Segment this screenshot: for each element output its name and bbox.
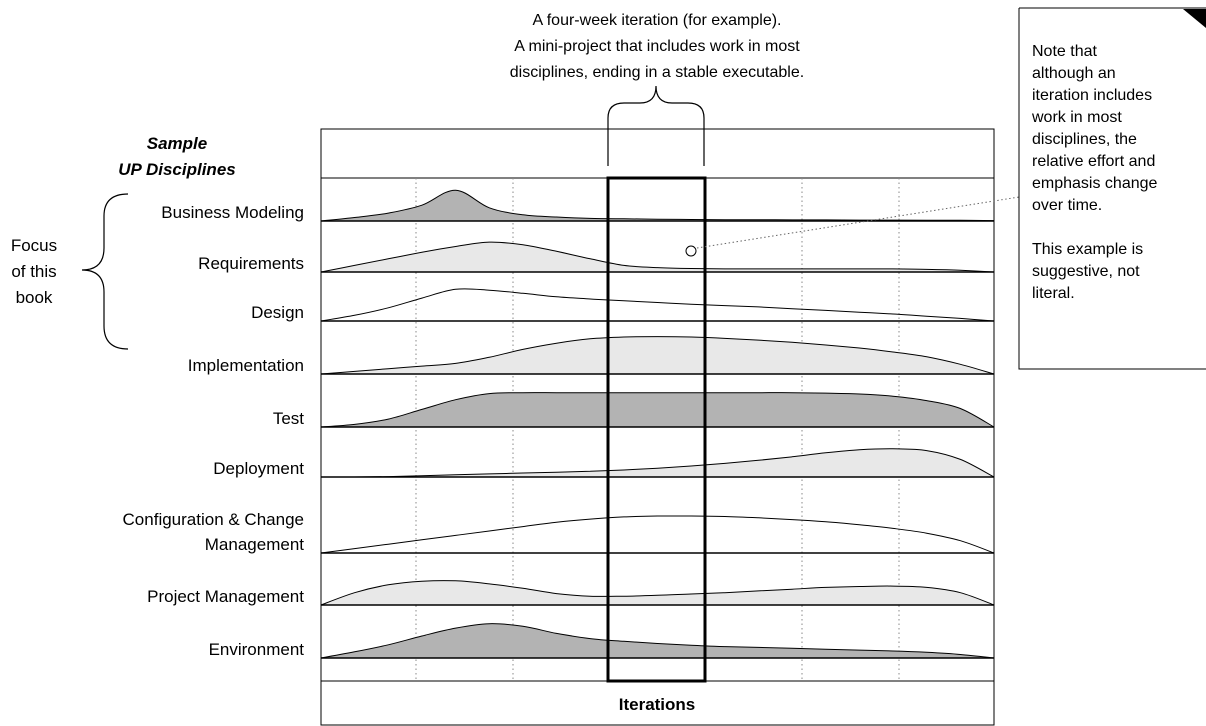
heading-line-2: UP Disciplines [118, 160, 235, 179]
configuration-change-management-effort-curve [320, 515, 995, 554]
requirements-label: Requirements [198, 254, 304, 273]
note-box [1018, 7, 1206, 370]
requirements-effort-curve [320, 241, 995, 273]
iteration-brace [607, 85, 705, 166]
deployment-label: Deployment [213, 459, 304, 478]
design-effort-curve [320, 288, 995, 322]
configuration-change-management-label-line-2: Management [205, 535, 305, 554]
deployment-effort-area [321, 448, 994, 478]
note-line-8: over time. [1032, 197, 1102, 214]
note-line-3: iteration includes [1032, 87, 1152, 104]
note-corner-fold [1183, 9, 1206, 28]
callout-leader [696, 196, 1020, 249]
note-line-12: literal. [1032, 285, 1075, 302]
discipline-rows: Business Modeling Requirements Design Imple… [123, 189, 995, 659]
iteration-caption-line-1: A four-week iteration (for example). [533, 12, 782, 29]
environment-effort-area [321, 623, 994, 658]
test-effort-area [321, 392, 994, 427]
configuration-change-management-label-line-1: Configuration & Change [123, 510, 304, 529]
callout-marker [685, 245, 697, 257]
iteration-caption-line-2: A mini-project that includes work in mos… [514, 38, 800, 55]
note-line-4: work in most [1031, 109, 1122, 126]
business-modeling-effort-curve [320, 189, 995, 222]
note-line-11: suggestive, not [1032, 263, 1140, 280]
business-modeling-label: Business Modeling [161, 203, 304, 222]
implementation-effort-curve [320, 336, 995, 375]
note-line-5: disciplines, the [1032, 131, 1137, 148]
iterations-label: Iterations [619, 695, 696, 714]
deployment-effort-curve [320, 448, 995, 478]
heading-line-1: Sample [147, 134, 207, 153]
note-text: Note that although an iteration includes wo… [1031, 43, 1158, 302]
iteration-caption-line-3: disciplines, ending in a stable executab… [510, 64, 804, 81]
implementation-effort-area [321, 336, 994, 374]
business-modeling-effort-area [321, 190, 994, 221]
design-label: Design [251, 303, 304, 322]
focus-brace [81, 193, 129, 350]
test-effort-curve [320, 392, 995, 428]
focus-label-line-2: of this [11, 262, 56, 281]
note-line-10: This example is [1032, 241, 1143, 258]
environment-effort-curve [320, 623, 995, 659]
project-management-effort-area [321, 580, 994, 605]
highlighted-iteration-box [606, 176, 707, 683]
implementation-label: Implementation [188, 356, 304, 375]
note-line-2: although an [1032, 65, 1116, 82]
project-management-label: Project Management [147, 587, 304, 606]
note-line-6: relative effort and [1032, 153, 1155, 170]
environment-label: Environment [209, 640, 305, 659]
project-management-effort-curve [320, 580, 995, 606]
focus-label-line-1: Focus [11, 236, 57, 255]
focus-label-line-3: book [16, 288, 53, 307]
note-line-7: emphasis change [1032, 175, 1158, 192]
requirements-effort-area [321, 242, 994, 272]
note-line-1: Note that [1032, 43, 1097, 60]
test-label: Test [273, 409, 304, 428]
